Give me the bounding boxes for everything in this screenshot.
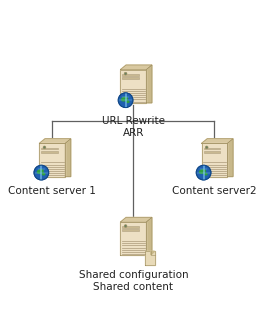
Circle shape: [205, 146, 208, 149]
Ellipse shape: [199, 169, 206, 174]
Circle shape: [124, 225, 127, 228]
Bar: [204, 148, 220, 149]
Polygon shape: [39, 143, 65, 177]
Polygon shape: [120, 217, 152, 222]
Circle shape: [43, 146, 46, 149]
Bar: [122, 229, 139, 231]
Polygon shape: [201, 143, 227, 177]
Ellipse shape: [126, 100, 130, 103]
Polygon shape: [146, 217, 152, 255]
Ellipse shape: [204, 172, 208, 176]
Polygon shape: [120, 70, 146, 103]
Bar: [122, 77, 139, 79]
Polygon shape: [120, 65, 152, 70]
Circle shape: [196, 165, 211, 180]
Circle shape: [124, 72, 127, 75]
Bar: [204, 151, 220, 153]
Bar: [41, 148, 58, 149]
Text: Content server2: Content server2: [172, 187, 257, 196]
Bar: [41, 151, 58, 153]
Text: URL Rewrite
ARR: URL Rewrite ARR: [102, 116, 165, 138]
Circle shape: [118, 93, 133, 108]
Polygon shape: [227, 139, 233, 177]
Circle shape: [34, 165, 49, 180]
Ellipse shape: [42, 172, 45, 176]
Bar: [122, 226, 139, 228]
Polygon shape: [65, 139, 71, 177]
Polygon shape: [120, 222, 146, 255]
Ellipse shape: [37, 169, 44, 174]
Polygon shape: [151, 251, 154, 255]
Bar: [122, 74, 139, 76]
Polygon shape: [201, 139, 233, 143]
Text: Shared configuration
Shared content: Shared configuration Shared content: [78, 270, 188, 292]
Polygon shape: [145, 251, 154, 265]
Text: Content server 1: Content server 1: [8, 187, 96, 196]
Ellipse shape: [121, 97, 128, 101]
Polygon shape: [146, 65, 152, 103]
Polygon shape: [39, 139, 71, 143]
